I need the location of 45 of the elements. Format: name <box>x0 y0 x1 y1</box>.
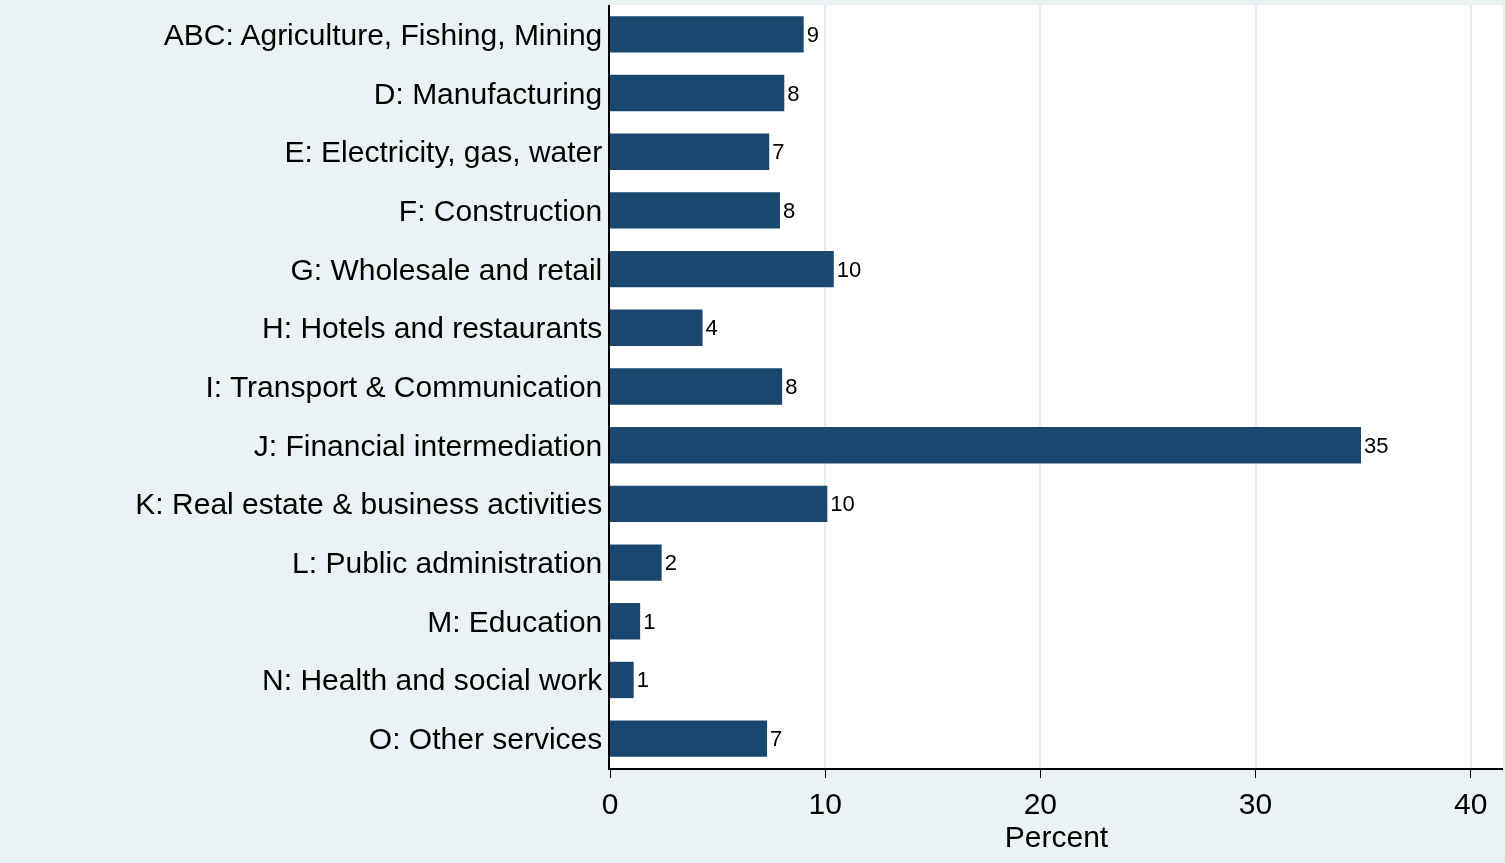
data-label: 1 <box>636 667 649 693</box>
bar <box>610 544 662 581</box>
x-tick-label: 10 <box>808 786 842 820</box>
y-tick-label: F: Construction <box>398 193 603 227</box>
y-tick-label: J: Financial intermediation <box>253 428 603 462</box>
data-label: 10 <box>836 256 862 282</box>
bar <box>610 485 828 523</box>
y-tick-label: N: Health and social work <box>262 663 604 697</box>
y-tick-label: M: Education <box>427 604 603 638</box>
bar <box>610 368 783 405</box>
y-tick-label: G: Wholesale and retail <box>290 252 603 286</box>
bar <box>610 133 770 170</box>
y-tick-label: I: Transport & Communication <box>205 370 603 403</box>
data-label: 4 <box>705 315 718 341</box>
x-axis-title: Percent <box>1004 819 1109 853</box>
data-label: 10 <box>830 491 855 517</box>
data-label: 9 <box>806 21 819 47</box>
bar <box>610 192 780 229</box>
data-label: 8 <box>787 80 800 106</box>
data-label: 2 <box>664 550 677 576</box>
bar <box>610 720 768 757</box>
bar <box>610 309 703 346</box>
y-tick-label: ABC: Agriculture, Fishing, Mining <box>163 17 603 51</box>
y-tick-label: L: Public administration <box>292 546 603 580</box>
data-label: 7 <box>770 726 783 752</box>
bar <box>610 250 834 288</box>
y-tick-label: H: Hotels and restaurants <box>262 311 603 345</box>
bar <box>610 603 641 640</box>
x-tick-label: 40 <box>1454 786 1488 820</box>
x-tick-label: 0 <box>601 786 619 820</box>
data-label: 8 <box>785 374 798 399</box>
x-tick-label: 30 <box>1238 786 1273 820</box>
data-label: 35 <box>1363 432 1389 458</box>
bar <box>610 16 804 53</box>
y-tick-label: O: Other services <box>368 722 603 756</box>
bar <box>610 74 785 112</box>
y-tick-label: D: Manufacturing <box>373 76 603 110</box>
data-label: 1 <box>643 608 656 634</box>
bar <box>610 427 1361 464</box>
x-tick-label: 20 <box>1023 786 1058 820</box>
data-label: 7 <box>772 139 785 165</box>
y-tick-label: E: Electricity, gas, water <box>284 135 603 169</box>
y-tick-label: K: Real estate & business activities <box>135 487 603 521</box>
bar <box>610 661 634 699</box>
data-label: 8 <box>782 197 796 223</box>
